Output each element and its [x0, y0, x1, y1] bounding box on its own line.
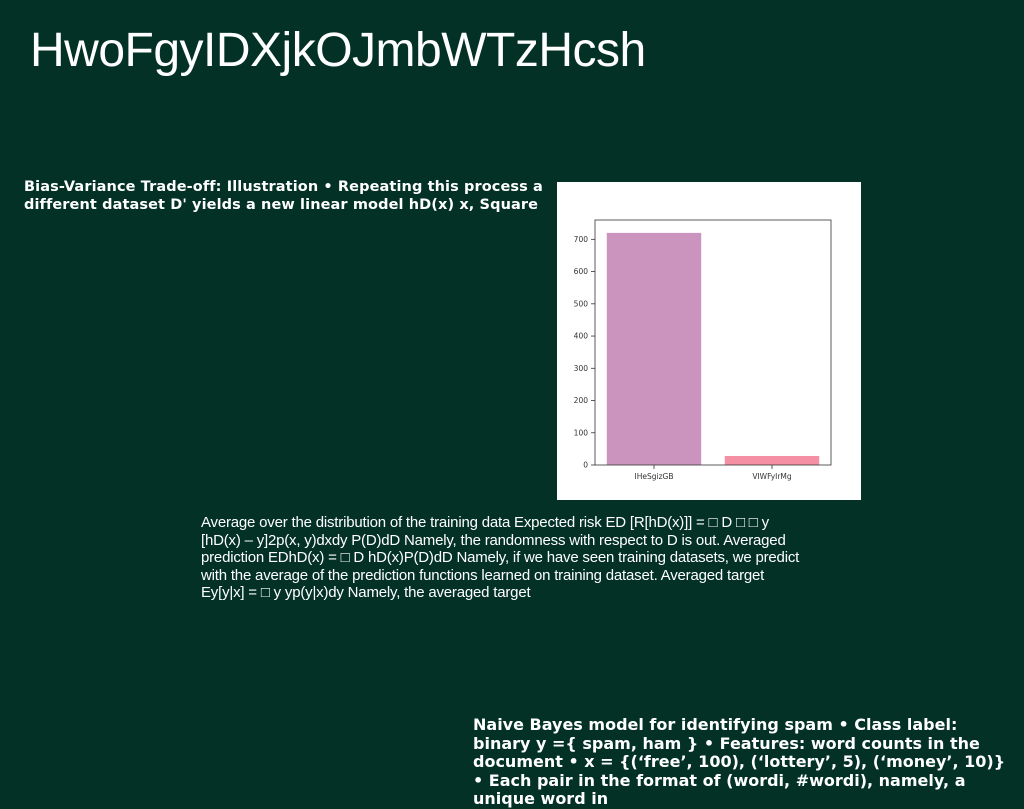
- y-tick-label-1: 100: [574, 428, 589, 437]
- bar-chart: 0 100 200 300 400 500 600 700 IHeSgizGB VIWFyIrMg: [557, 182, 861, 500]
- bar-0: [606, 232, 702, 465]
- x-tick-label-1: VIWFyIrMg: [752, 472, 792, 481]
- y-tick-label-0: 0: [583, 461, 588, 470]
- y-tick-label-2: 200: [574, 396, 589, 405]
- plot-frame: [594, 219, 832, 466]
- bias-variance-text: Bias-Variance Trade-off: Illustration • …: [24, 179, 543, 213]
- y-tick-label-6: 600: [574, 267, 589, 276]
- averaged-risk-text: Average over the distribution of the tra…: [201, 514, 800, 601]
- y-tick-label-5: 500: [574, 299, 589, 308]
- y-tick-label-3: 300: [574, 364, 589, 373]
- x-tick-label-0: IHeSgizGB: [635, 472, 674, 481]
- bar-chart-svg: 0 100 200 300 400 500 600 700 IHeSgizGB VIWFyIrMg: [574, 219, 832, 481]
- y-tick-label-7: 700: [574, 235, 589, 244]
- bar-1: [724, 455, 820, 465]
- slide-title: HwoFgyIDXjkOJmbWTzHcsh: [30, 24, 646, 77]
- y-tick-label-4: 400: [574, 332, 589, 341]
- naive-bayes-text: Naive Bayes model for identifying spam •…: [473, 715, 1006, 808]
